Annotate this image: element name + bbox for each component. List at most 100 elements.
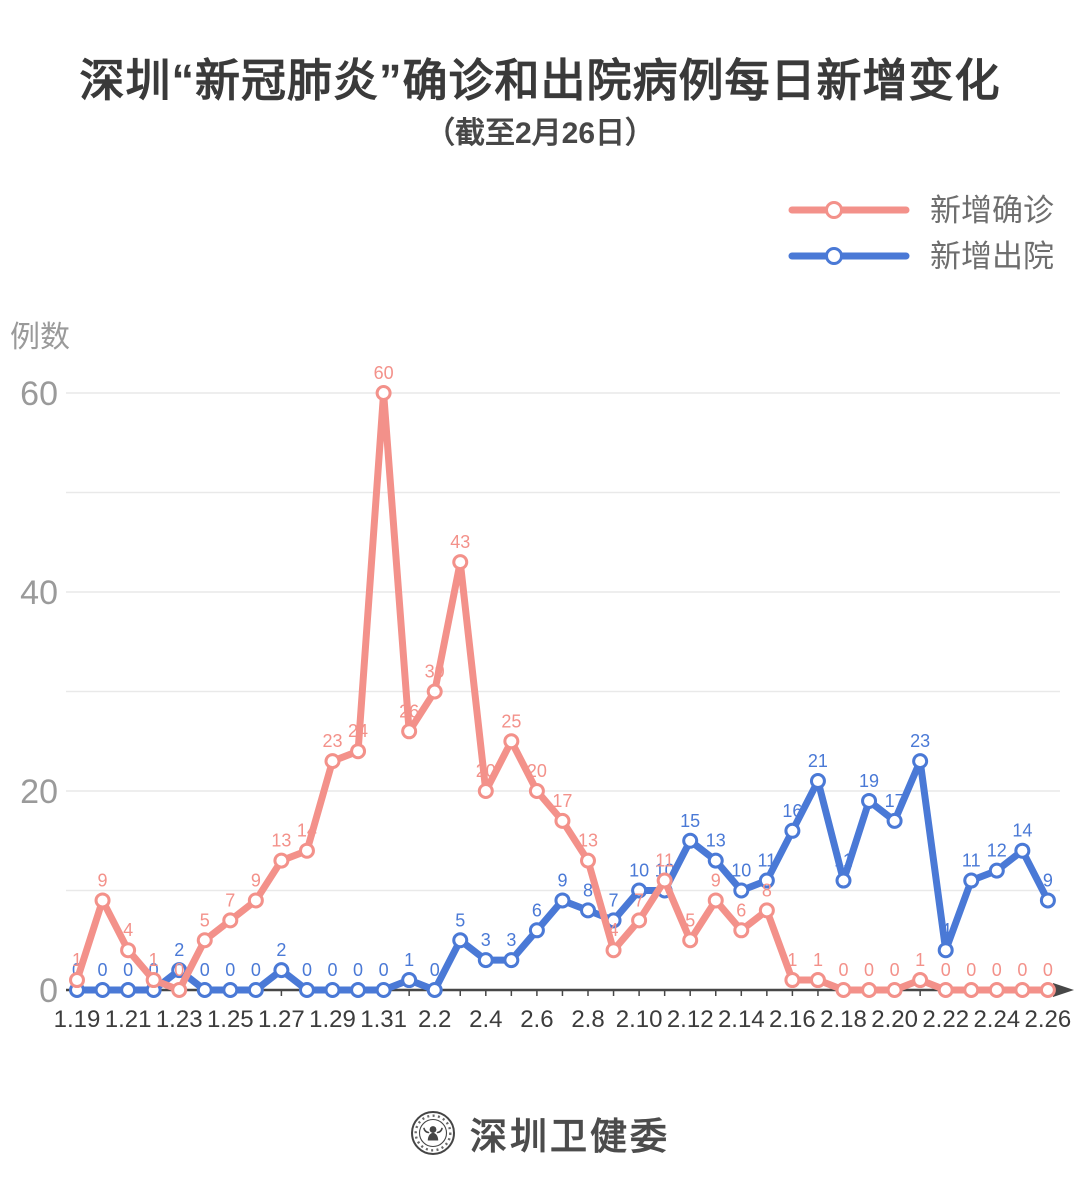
svg-text:11: 11 bbox=[655, 851, 674, 871]
svg-text:1.29: 1.29 bbox=[309, 1006, 356, 1033]
szwjw-logo-icon bbox=[411, 1111, 455, 1155]
svg-text:17: 17 bbox=[885, 791, 905, 811]
svg-text:9: 9 bbox=[711, 870, 721, 890]
legend-label-confirmed: 新增确诊 bbox=[930, 192, 1054, 228]
svg-text:1.21: 1.21 bbox=[105, 1006, 152, 1033]
svg-text:2.10: 2.10 bbox=[616, 1006, 663, 1033]
legend-item-confirmed[interactable]: 新增确诊 bbox=[788, 192, 1054, 228]
svg-text:13: 13 bbox=[706, 831, 726, 851]
svg-text:14: 14 bbox=[297, 821, 317, 841]
svg-text:20: 20 bbox=[476, 761, 496, 781]
svg-text:1.27: 1.27 bbox=[258, 1006, 305, 1033]
svg-text:2.16: 2.16 bbox=[769, 1006, 816, 1033]
svg-text:2.26: 2.26 bbox=[1025, 1006, 1072, 1033]
svg-text:2.18: 2.18 bbox=[820, 1006, 867, 1033]
svg-text:2.22: 2.22 bbox=[922, 1006, 969, 1033]
svg-text:17: 17 bbox=[552, 791, 572, 811]
svg-text:4: 4 bbox=[123, 920, 133, 940]
svg-text:11: 11 bbox=[962, 851, 981, 871]
svg-text:0: 0 bbox=[174, 960, 184, 980]
svg-text:8: 8 bbox=[583, 880, 593, 900]
svg-text:60: 60 bbox=[20, 375, 58, 413]
svg-text:23: 23 bbox=[910, 731, 930, 751]
svg-text:1: 1 bbox=[915, 950, 925, 970]
svg-text:10: 10 bbox=[731, 861, 751, 881]
svg-text:16: 16 bbox=[782, 801, 802, 821]
svg-text:0: 0 bbox=[430, 960, 440, 980]
svg-text:1: 1 bbox=[787, 950, 797, 970]
svg-text:30: 30 bbox=[425, 662, 445, 682]
svg-text:0: 0 bbox=[992, 960, 1002, 980]
svg-text:0: 0 bbox=[123, 960, 133, 980]
svg-text:1.19: 1.19 bbox=[54, 1006, 101, 1033]
svg-text:1: 1 bbox=[813, 950, 823, 970]
svg-text:2.14: 2.14 bbox=[718, 1006, 765, 1033]
svg-text:12: 12 bbox=[987, 841, 1007, 861]
svg-text:0: 0 bbox=[225, 960, 235, 980]
svg-text:9: 9 bbox=[98, 870, 108, 890]
svg-text:25: 25 bbox=[501, 711, 521, 731]
svg-text:7: 7 bbox=[609, 890, 619, 910]
svg-text:26: 26 bbox=[399, 701, 419, 721]
svg-text:7: 7 bbox=[634, 890, 644, 910]
svg-text:13: 13 bbox=[578, 831, 598, 851]
svg-text:2.2: 2.2 bbox=[418, 1006, 451, 1033]
svg-text:0: 0 bbox=[890, 960, 900, 980]
svg-text:2.8: 2.8 bbox=[571, 1006, 604, 1033]
svg-text:7: 7 bbox=[225, 890, 235, 910]
legend-item-discharged[interactable]: 新增出院 bbox=[788, 238, 1054, 274]
svg-text:20: 20 bbox=[20, 773, 58, 811]
svg-text:14: 14 bbox=[1012, 821, 1032, 841]
svg-text:9: 9 bbox=[1043, 870, 1053, 890]
svg-text:0: 0 bbox=[149, 960, 159, 980]
line-marker-icon bbox=[788, 201, 910, 219]
svg-text:0: 0 bbox=[864, 960, 874, 980]
svg-text:2.20: 2.20 bbox=[871, 1006, 918, 1033]
svg-text:43: 43 bbox=[450, 532, 470, 552]
svg-text:5: 5 bbox=[200, 910, 210, 930]
svg-text:11: 11 bbox=[834, 851, 853, 871]
svg-text:1.25: 1.25 bbox=[207, 1006, 254, 1033]
svg-text:10: 10 bbox=[629, 861, 649, 881]
svg-text:5: 5 bbox=[685, 910, 695, 930]
svg-text:1.23: 1.23 bbox=[156, 1006, 203, 1033]
svg-text:4: 4 bbox=[941, 920, 951, 940]
svg-text:19: 19 bbox=[859, 771, 879, 791]
svg-text:2.12: 2.12 bbox=[667, 1006, 714, 1033]
svg-text:2: 2 bbox=[276, 940, 286, 960]
svg-text:13: 13 bbox=[271, 831, 291, 851]
svg-text:0: 0 bbox=[941, 960, 951, 980]
svg-text:15: 15 bbox=[680, 811, 700, 831]
svg-text:2: 2 bbox=[174, 940, 184, 960]
svg-text:1: 1 bbox=[404, 950, 414, 970]
svg-text:0: 0 bbox=[966, 960, 976, 980]
svg-text:0: 0 bbox=[302, 960, 312, 980]
svg-text:1.31: 1.31 bbox=[360, 1006, 407, 1033]
svg-text:0: 0 bbox=[1043, 960, 1053, 980]
svg-text:1: 1 bbox=[72, 950, 82, 970]
svg-text:60: 60 bbox=[374, 363, 394, 383]
chart-subtitle: （截至2月26日） bbox=[424, 117, 656, 150]
svg-text:1: 1 bbox=[149, 950, 159, 970]
svg-text:20: 20 bbox=[527, 761, 547, 781]
footer: 深圳卫健委 bbox=[0, 1106, 1080, 1160]
svg-text:2.4: 2.4 bbox=[469, 1006, 502, 1033]
brand-text: 深圳卫健委 bbox=[470, 1116, 670, 1157]
svg-text:11: 11 bbox=[758, 851, 777, 871]
svg-text:40: 40 bbox=[20, 574, 58, 612]
chart-title: 深圳“新冠肺炎”确诊和出院病例每日新增变化 bbox=[79, 55, 1001, 106]
svg-text:3: 3 bbox=[481, 930, 491, 950]
svg-text:0: 0 bbox=[353, 960, 363, 980]
svg-text:0: 0 bbox=[379, 960, 389, 980]
svg-text:0: 0 bbox=[327, 960, 337, 980]
svg-text:2.6: 2.6 bbox=[520, 1006, 553, 1033]
svg-text:21: 21 bbox=[808, 751, 828, 771]
svg-text:5: 5 bbox=[455, 910, 465, 930]
legend: 新增确诊 新增出院 bbox=[788, 192, 1054, 274]
svg-text:0: 0 bbox=[98, 960, 108, 980]
svg-text:8: 8 bbox=[762, 880, 772, 900]
svg-text:0: 0 bbox=[200, 960, 210, 980]
svg-text:0: 0 bbox=[39, 972, 58, 1010]
svg-text:2.24: 2.24 bbox=[973, 1006, 1020, 1033]
